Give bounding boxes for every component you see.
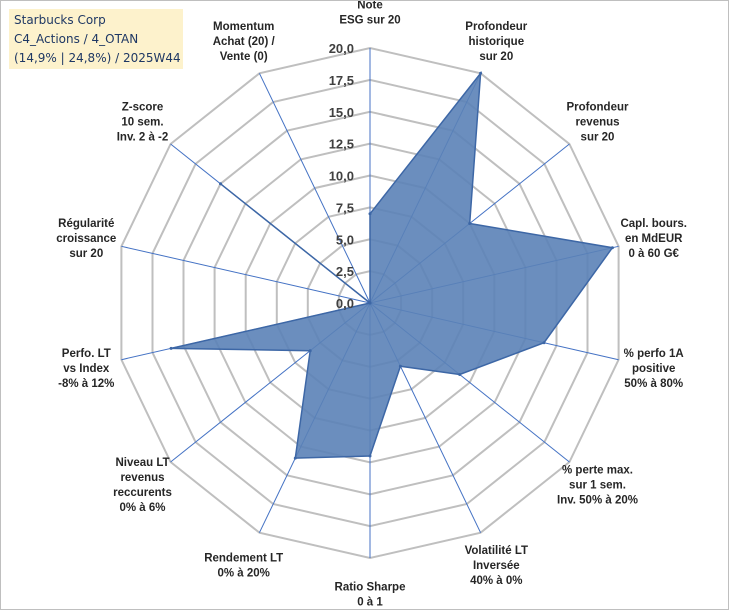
tick-label: 5,0 xyxy=(336,232,354,247)
axis-spoke xyxy=(258,73,371,304)
data-point xyxy=(308,349,312,353)
tick-label: 10,0 xyxy=(329,169,354,184)
tick-label: 2,5 xyxy=(336,264,354,279)
data-point xyxy=(610,246,614,250)
tick-label: 7,5 xyxy=(336,200,354,215)
axis-label: % perfo 1A positive 50% à 80% xyxy=(624,348,684,390)
axis-label: Régularité croissance sur 20 xyxy=(56,218,116,260)
axis-label: Z-score 10 sem. Inv. 2 à -2 xyxy=(117,102,169,144)
data-point xyxy=(398,364,402,368)
axis-label: Rendement LT 0% à 20% xyxy=(204,553,283,580)
data-point xyxy=(169,346,173,350)
tick-label: 15,0 xyxy=(329,105,354,120)
chart-title-box: Starbucks Corp C4_Actions / 4_OTAN (14,9… xyxy=(9,9,183,69)
data-point xyxy=(368,301,372,305)
tick-label: 12,5 xyxy=(329,137,354,152)
axis-label: Note ESG sur 20 xyxy=(339,1,400,27)
axis-label: Ratio Sharpe 0 à 1 xyxy=(335,582,406,609)
chart-title-category: C4_Actions / 4_OTAN xyxy=(14,32,139,46)
axis-label: Profondeur historique sur 20 xyxy=(465,21,527,63)
tick-label: 20,0 xyxy=(329,41,354,56)
axis-label: Momentum Achat (20) / Vente (0) xyxy=(213,21,276,63)
chart-title-stats: (14,9% | 24,8%) / 2025W44 xyxy=(14,51,181,65)
chart-title-company: Starbucks Corp xyxy=(14,13,106,27)
axis-label: Profondeur revenus sur 20 xyxy=(567,102,629,144)
data-point xyxy=(368,454,372,458)
tick-label: 0,0 xyxy=(336,296,354,311)
axis-label: Perfo. LT vs Index -8% à 12% xyxy=(58,348,114,390)
data-point xyxy=(458,373,462,376)
data-point xyxy=(542,341,546,345)
data-point xyxy=(468,222,472,225)
axis-label: % perte max. sur 1 sem. Inv. 50% à 20% xyxy=(557,464,638,506)
data-point xyxy=(219,182,222,186)
tick-label: 17,5 xyxy=(329,73,354,88)
data-point xyxy=(479,71,483,75)
data-point xyxy=(293,456,297,460)
axis-label: Volatilité LT Inversée 40% à 0% xyxy=(465,545,528,587)
data-point xyxy=(368,212,372,216)
axis-label: Capl. bours. en MdEUR 0 à 60 G€ xyxy=(620,218,686,260)
axis-spoke xyxy=(121,245,371,304)
axis-label: Niveau LT revenus reccurents 0% à 6% xyxy=(113,457,172,514)
